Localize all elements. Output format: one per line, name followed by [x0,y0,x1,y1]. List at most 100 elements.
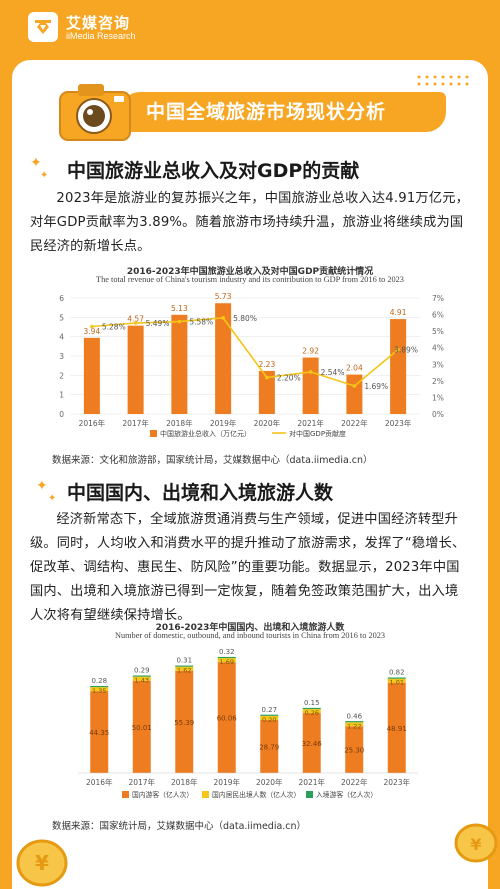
gdp-value-label: 1.69% [364,382,388,391]
x-tick-label: 2022年 [341,418,368,428]
chart1-title-cn: 2016-2023年中国旅游业总收入及对中国GDP贡献统计情况 [126,267,374,277]
gdp-point [221,316,225,320]
bar-value-label: 4.57 [127,315,144,324]
decorative-dots [417,75,469,86]
x-tick-label: 2021年 [298,777,325,787]
y-tick-label: 3 [59,352,64,361]
domestic-value-label: 32.46 [302,740,323,748]
legend-swatch [306,791,313,798]
legend-label: 入境游客（亿人次） [316,790,377,799]
revenue-bar [390,319,407,414]
outbound-bar [132,676,151,681]
section2-paragraph: 经济新常态下，全域旅游贯通消费与生产领域，促进中国经济转型升级。同时，人均收入和… [30,512,466,623]
inbound-bar [345,721,364,723]
gdp-line [91,317,399,387]
outbound-bar [90,687,109,692]
logo-icon [35,20,51,34]
domestic-value-label: 48.91 [387,725,407,733]
x-tick-label: 2023年 [385,418,412,428]
inbound-value-label: 0.29 [134,667,150,675]
legend-label: 国内游客（亿人次） [132,790,193,799]
section1-paragraph: 2023年是旅游业的复苏振兴之年，中国旅游业总收入达4.91万亿元，对年GDP贡… [30,191,469,254]
tourists-chart: 44.35 1.35 0.28 2016年 50.01 1.43 0.29 2017年 55.3… [78,648,418,799]
x-tick-label: 2020年 [254,418,281,428]
banner-title: 中国全域旅游市场现状分析 [146,101,387,123]
revenue-bar [258,370,275,414]
section1-source: 数据来源：文化和旅游部，国家统计局，艾媒数据中心（data.iimedia.cn… [52,455,373,466]
domestic-bar [387,682,406,773]
y-tick-label: 0 [59,410,64,419]
legend-label: 中国旅游业总收入（万亿元） [160,429,251,438]
legend-swatch [150,430,157,437]
y-tick-label: 1 [59,391,64,400]
y2-tick-label: 7% [432,294,444,303]
inbound-value-label: 0.82 [389,669,405,677]
domestic-bar [260,719,279,773]
y2-tick-label: 3% [432,360,444,369]
y-tick-label: 4 [59,333,64,342]
x-tick-label: 2019年 [213,777,240,787]
gdp-value-label: 3.89% [394,346,418,355]
sparkle-icon: ✦ [36,478,48,494]
y2-tick-label: 6% [432,311,444,320]
legend-label: 国内居民出境人数（亿人次） [212,790,300,799]
sparkle-icon: ✦ [48,493,57,504]
gdp-point [265,375,269,380]
brand-name-en: iiMedia Research [66,31,136,41]
y2-tick-label: 5% [432,327,444,336]
outbound-value-label: 1.62 [177,667,191,675]
bar-value-label: 5.73 [215,292,232,301]
x-tick-label: 2017年 [122,418,149,428]
revenue-bar [83,337,100,414]
gdp-point [90,324,94,329]
y-tick-label: 5 [59,313,64,322]
gdp-point [133,321,138,325]
inbound-bar [217,656,236,659]
x-tick-label: 2018年 [166,418,193,428]
gdp-point [396,347,400,352]
gdp-value-label: 5.28% [102,323,126,332]
camera-icon [59,84,131,141]
gdp-value-label: 5.80% [233,314,257,323]
outbound-value-label: 0.26 [305,709,319,717]
gdp-value-label: 2.20% [277,374,301,383]
inbound-bar [175,665,194,667]
outbound-bar [260,715,279,720]
domestic-bar [302,713,321,773]
x-tick-label: 2019年 [210,418,237,428]
revenue-gdp-chart: 0 1 2 3 4 5 6 0% 1% 2% 3% 4% 5% 6% 7% 3.94 2016年 4.57 2017… [59,292,444,438]
legend-swatch [202,791,209,798]
section2-title: 中国国内、出境和入境旅游人数 [67,482,334,504]
revenue-bar [215,303,232,414]
gdp-value-label: 5.58% [189,318,213,327]
outbound-bar [175,666,194,671]
inbound-bar [132,675,151,677]
outbound-value-label: 1.69 [220,658,234,666]
domestic-value-label: 28.79 [259,743,279,751]
inbound-value-label: 0.15 [304,699,320,707]
coins-icon: ¥ [454,823,498,863]
domestic-bar [132,680,151,773]
sparkle-icon: ✦ [40,170,49,181]
domestic-value-label: 60.06 [217,715,238,723]
outbound-value-label: 1.22 [347,722,361,730]
x-tick-label: 2018年 [171,777,198,787]
domestic-value-label: 55.39 [174,719,194,727]
inbound-value-label: 0.31 [176,657,192,665]
chart2-title-cn: 2016-2023年中国国内、出境和入境旅游人数 [155,623,345,633]
x-tick-label: 2021年 [297,418,324,428]
inbound-value-label: 0.27 [261,706,277,714]
x-tick-label: 2016年 [86,777,113,787]
gdp-value-label: 2.54% [321,368,345,377]
outbound-bar [345,722,364,727]
x-tick-label: 2020年 [256,777,283,787]
bar-value-label: 4.91 [390,308,407,317]
chart2-title-en: Number of domestic, outbound, and inboun… [114,631,386,640]
brand-logo [28,12,58,42]
domestic-value-label: 25.30 [344,747,364,755]
bar-value-label: 5.13 [171,304,188,313]
revenue-bar [127,325,144,414]
outbound-value-label: 0.20 [262,716,276,724]
domestic-bar [217,662,236,773]
outbound-value-label: 1.43 [135,677,149,685]
